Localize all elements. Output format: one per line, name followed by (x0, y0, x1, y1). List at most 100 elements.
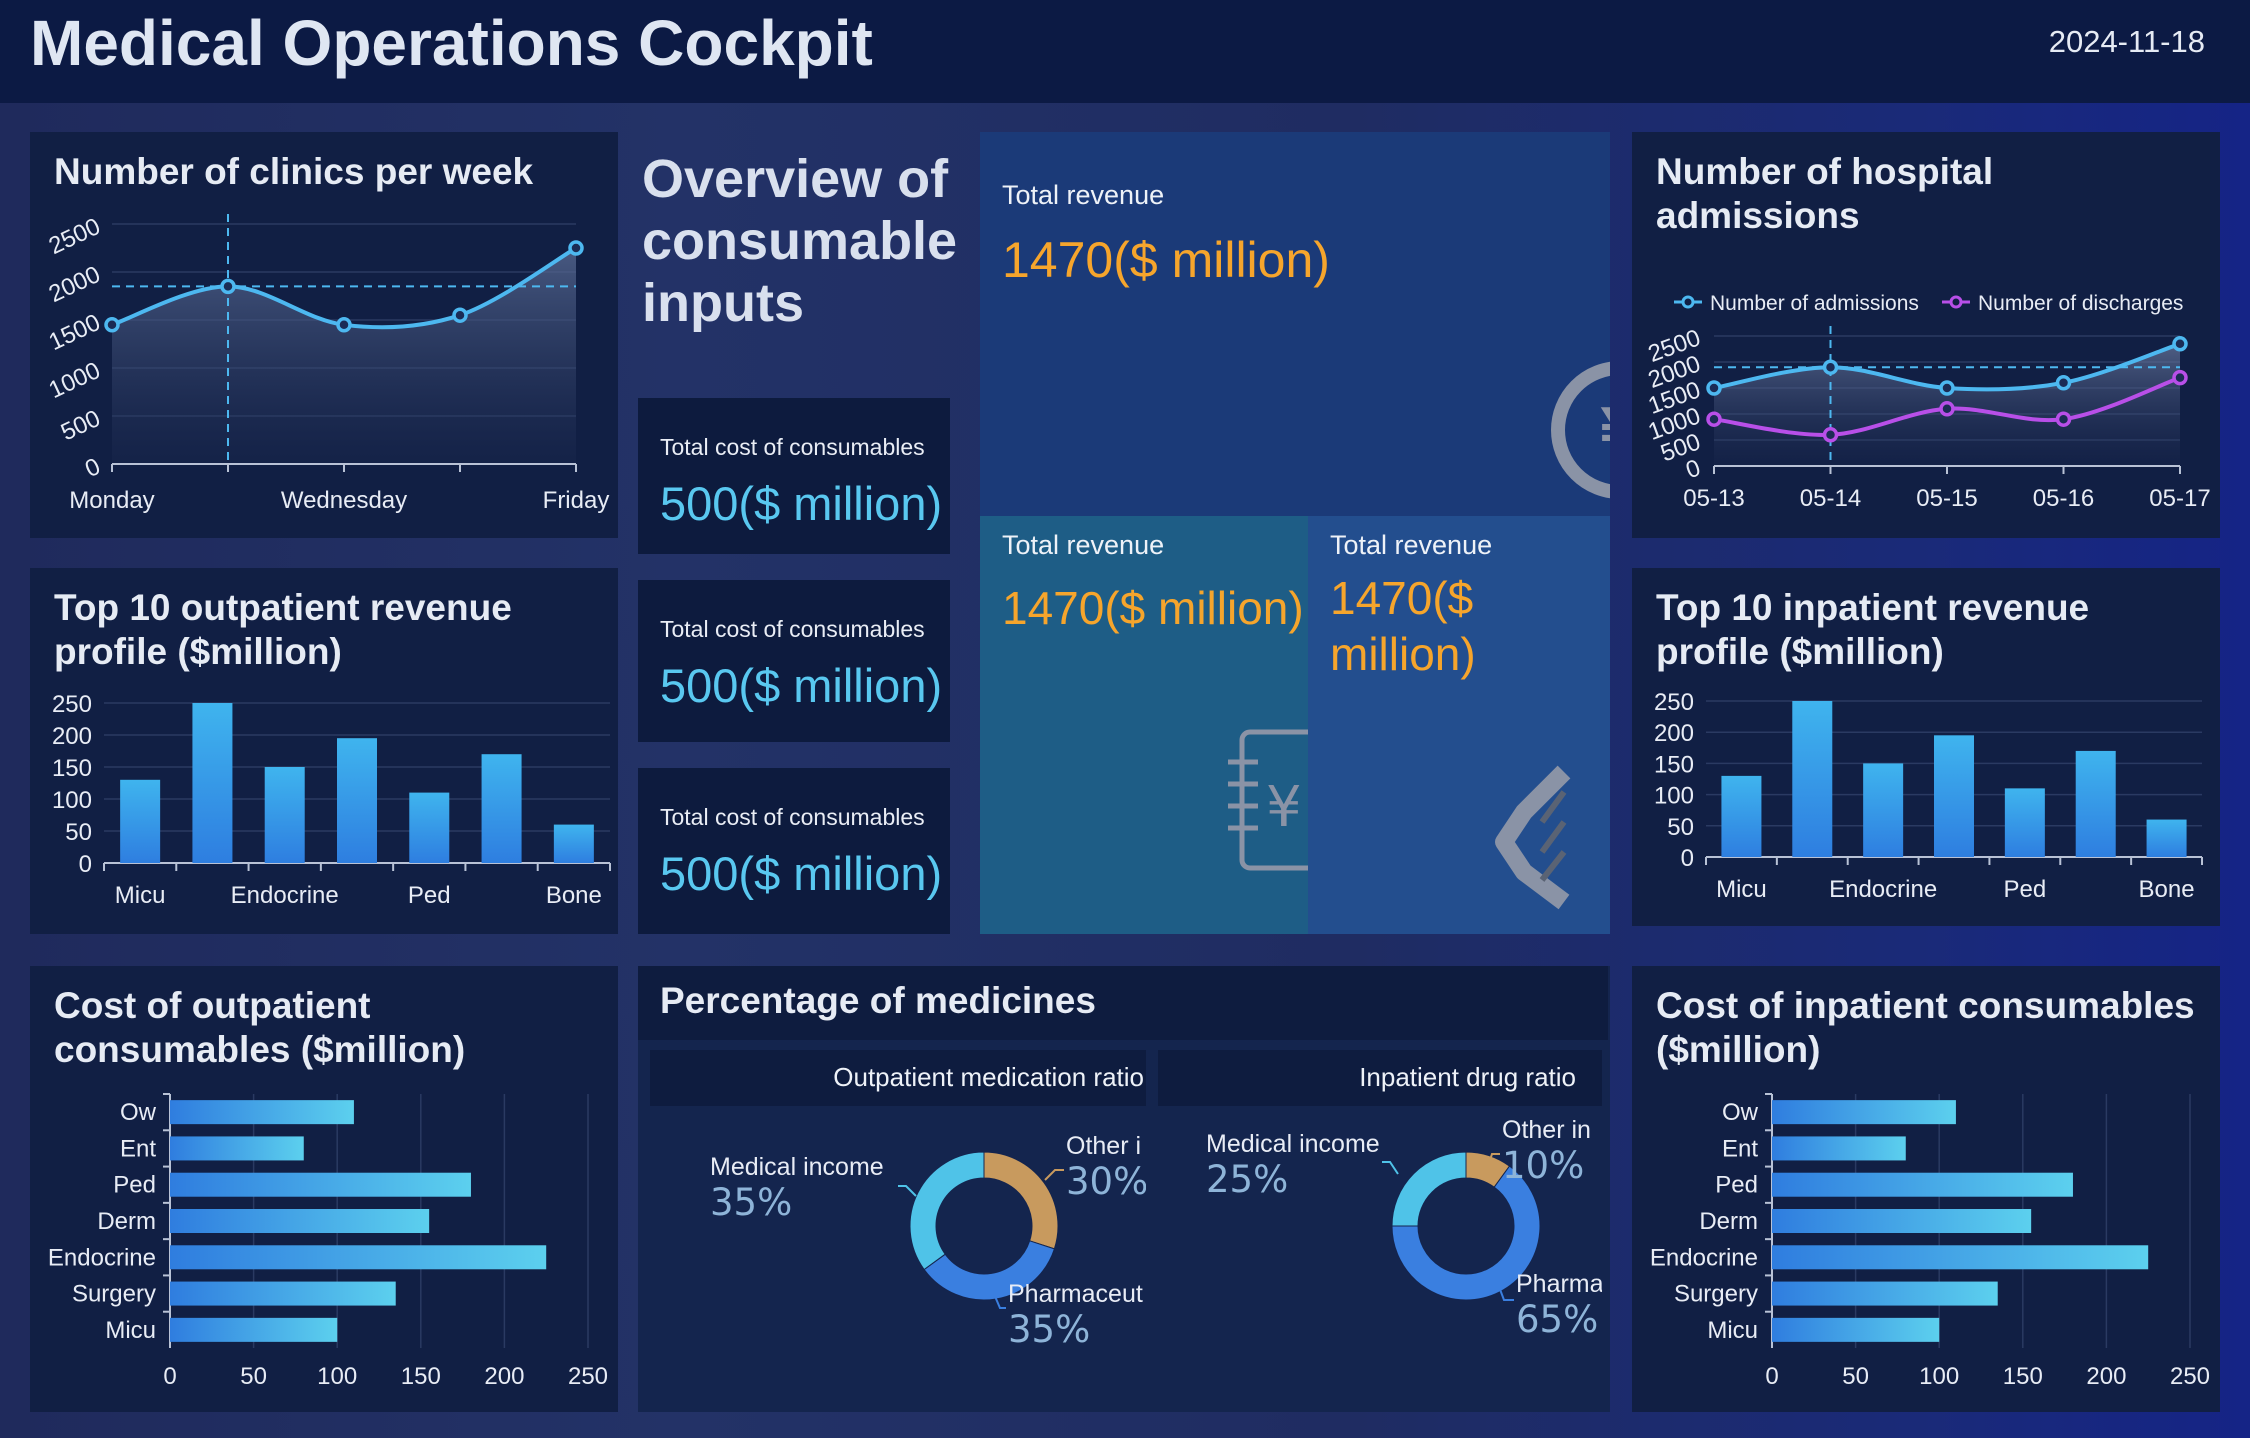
icost-y-tick-label: Micu (1707, 1317, 1758, 1344)
icost-x-tick: 0 (1765, 1363, 1778, 1390)
irev-y-tick: 250 (1654, 689, 1694, 716)
ocost-y-tick-label: Derm (97, 1208, 156, 1235)
consumables-card-2: Total cost of consumables 500($ million) (638, 580, 950, 742)
orev-bar (120, 779, 161, 863)
total-revenue-main: Total revenue 1470($ million) ¥ (980, 132, 1610, 516)
inpatient-ratio-header: Inpatient drug ratio (1158, 1050, 1602, 1106)
adm-point (1706, 380, 1722, 396)
icost-x-tick: 100 (1919, 1363, 1959, 1390)
consumables-card-3: Total cost of consumables 500($ million) (638, 768, 950, 934)
outpatient-cost-title: Cost of outpatient consumables ($million… (54, 985, 466, 1070)
ocost-y-tick-label: Micu (105, 1317, 156, 1344)
revenue-label: Total revenue (1002, 180, 1165, 210)
clinics-point (452, 307, 468, 323)
consumables-card-label: Total cost of consumables (660, 616, 925, 642)
irev-bar (2146, 819, 2187, 857)
adm-point (2055, 375, 2072, 391)
icost-x-tick: 50 (1842, 1363, 1869, 1390)
consumables-card-value: 500($ million) (660, 847, 943, 900)
icost-bar (1772, 1245, 2149, 1270)
opie-leader-line (898, 1185, 917, 1197)
adm-point (2172, 369, 2188, 386)
revenue-value: 1470($ million) (1002, 232, 1330, 288)
adm-legend-label: Number of discharges (1978, 292, 2183, 315)
opie-slice (909, 1151, 985, 1271)
irev-y-tick: 0 (1681, 845, 1694, 872)
admissions-line-chart: Number of admissions Number of discharges… (1645, 292, 2211, 512)
clinics-x-tick-label: Monday (69, 487, 154, 514)
ocost-bar (170, 1209, 430, 1233)
orev-y-tick: 250 (52, 691, 92, 718)
ocost-bar (170, 1281, 396, 1306)
icost-y-tick-label: Surgery (1674, 1281, 1758, 1308)
orev-y-tick: 200 (52, 723, 92, 750)
consumables-card-label: Total cost of consumables (660, 804, 925, 830)
consumables-card-1: Total cost of consumables 500($ million) (638, 398, 950, 554)
clinics-x-tick-label: Friday (543, 487, 610, 514)
ocost-y-tick-label: Ent (120, 1135, 156, 1162)
icost-bar (1772, 1172, 2073, 1197)
icost-x-tick: 250 (2170, 1363, 2210, 1390)
revenue-value: 1470($ million) (1330, 572, 1476, 680)
adm-point (1822, 359, 1839, 375)
outpatient-revenue-title: Top 10 outpatient revenue profile ($mill… (54, 587, 512, 672)
irev-bar (2004, 788, 2045, 857)
orev-bar (481, 754, 522, 863)
opie-slice (983, 1151, 1059, 1250)
ocost-bar (170, 1245, 547, 1270)
adm-point (1939, 401, 1955, 417)
ipie-leader-line (1487, 1153, 1500, 1167)
adm-legend-marker (1681, 295, 1695, 309)
orev-bar (553, 824, 594, 863)
icost-bar (1772, 1317, 1940, 1342)
orev-x-tick-label: Micu (115, 882, 166, 909)
consumables-card-value: 500($ million) (660, 477, 943, 530)
icost-bar (1772, 1281, 1998, 1306)
ledger-icon: ¥ (1228, 729, 1308, 871)
clinics-y-tick: 2500 (45, 213, 105, 260)
ocost-x-tick: 150 (401, 1363, 441, 1390)
irev-bar (1934, 735, 1974, 857)
inpatient-ratio-subtitle: Inpatient drug ratio (1359, 1062, 1576, 1092)
icost-x-tick: 150 (2003, 1363, 2043, 1390)
ipie-slice-percent: 65% (1516, 1298, 1598, 1341)
irev-x-tick-label: Micu (1716, 876, 1767, 903)
inpatient-cost-title: Cost of inpatient consumables ($million) (1656, 985, 2195, 1070)
svg-text:¥: ¥ (1266, 775, 1302, 840)
medicines-panel: Percentage of medicines (638, 966, 1610, 1412)
ocost-y-tick-label: Ow (120, 1099, 157, 1126)
consumables-card-value: 500($ million) (660, 659, 943, 712)
opie-slice-label: Pharmaceut (1008, 1280, 1143, 1308)
adm-point (1706, 411, 1722, 427)
header-bar: Medical Operations Cockpit 2024-11-18 (0, 0, 2250, 103)
opie-slice-percent: 35% (710, 1181, 792, 1224)
adm-point (2172, 336, 2188, 352)
orev-y-tick: 150 (52, 755, 92, 782)
outpatient-cost-panel: Cost of outpatient consumables ($million… (30, 966, 618, 1412)
icost-bar (1772, 1100, 1956, 1125)
revenue-label: Total revenue (1002, 530, 1165, 560)
icost-bar (1772, 1209, 2032, 1233)
clinics-point (104, 317, 120, 333)
irev-bar (1792, 701, 1833, 857)
outpatient-cost-bar-chart: 0 50 100 150 200 250 Ow Ent Ped Derm Endocrine Surg… (48, 1093, 608, 1390)
opie-leader-line (1044, 1169, 1064, 1181)
irev-bar (2075, 750, 2116, 857)
medicines-title-bar: Percentage of medicines (638, 966, 1608, 1040)
clinics-x-tick-label: Wednesday (281, 487, 407, 514)
inpatient-revenue-bar-chart: 0 50 100 150 200 250 Micu Endocrine Ped Bone (1654, 689, 2203, 903)
clinics-area (112, 248, 576, 464)
outpatient-ratio-subtitle: Outpatient medication ratio (833, 1062, 1144, 1092)
adm-point (1822, 427, 1839, 443)
opie-slice-percent: 30% (1066, 1160, 1146, 1203)
ipie-slice-label: Medical income (1206, 1130, 1380, 1158)
orev-x-tick-label: Ped (408, 882, 451, 909)
orev-x-tick-label: Bone (546, 882, 602, 909)
icost-y-tick-label: Ent (1722, 1135, 1758, 1162)
coin-icon: ¥ (1551, 361, 1610, 499)
page-title: Medical Operations Cockpit (30, 7, 873, 79)
icost-x-tick: 200 (2086, 1363, 2126, 1390)
inpatient-cost-bar-chart: 0 50 100 150 200 250 Ow Ent Ped Derm Endocrine Surg… (1650, 1093, 2210, 1390)
